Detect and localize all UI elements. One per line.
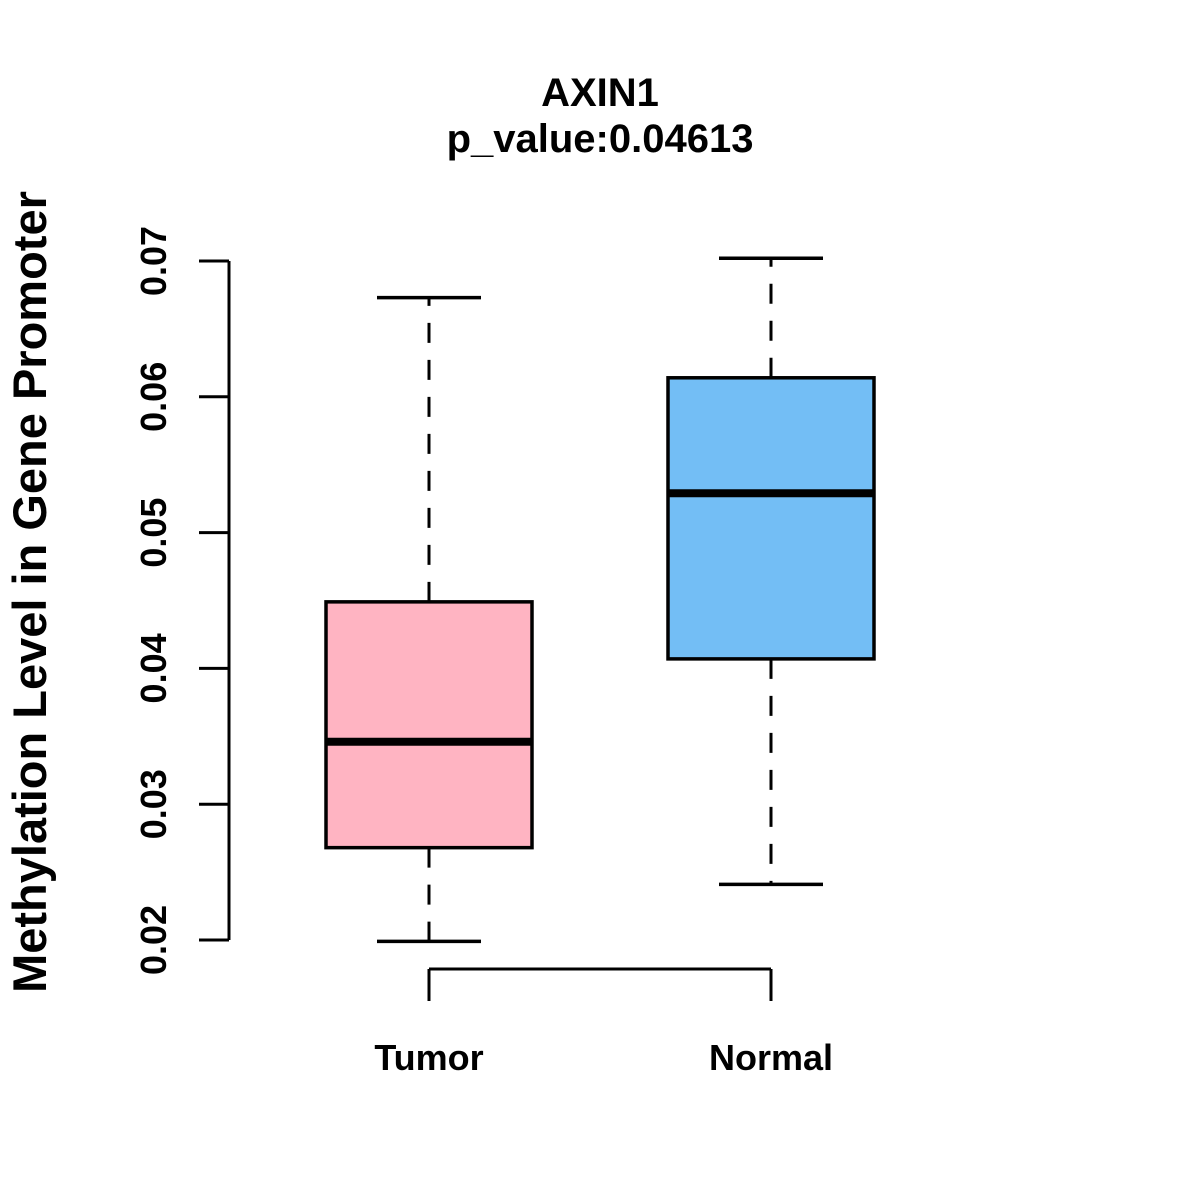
y-axis-tick-label: 0.03	[133, 769, 174, 839]
box-group-normal	[666, 256, 876, 887]
chart-title: AXIN1	[541, 71, 659, 115]
x-axis: Tumor Normal	[374, 967, 833, 1078]
x-axis-label-tumor: Tumor	[374, 1037, 483, 1078]
chart-subtitle: p_value:0.04613	[447, 117, 754, 161]
iqr-box	[666, 376, 876, 661]
y-axis-tick-label: 0.05	[133, 498, 174, 568]
y-axis-tick-label: 0.04	[133, 633, 174, 703]
y-axis-tick-label: 0.06	[133, 362, 174, 432]
iqr-box	[324, 600, 534, 850]
box-group-tumor	[324, 295, 534, 944]
y-axis-tick-label: 0.02	[133, 905, 174, 975]
y-axis: 0.02 0.03 0.04 0.05 0.06 0.07	[133, 226, 231, 975]
y-axis-label: Methylation Level in Gene Promoter	[3, 191, 56, 993]
boxes-layer	[324, 256, 876, 944]
y-axis-tick-label: 0.07	[133, 226, 174, 296]
x-axis-label-normal: Normal	[709, 1037, 833, 1078]
